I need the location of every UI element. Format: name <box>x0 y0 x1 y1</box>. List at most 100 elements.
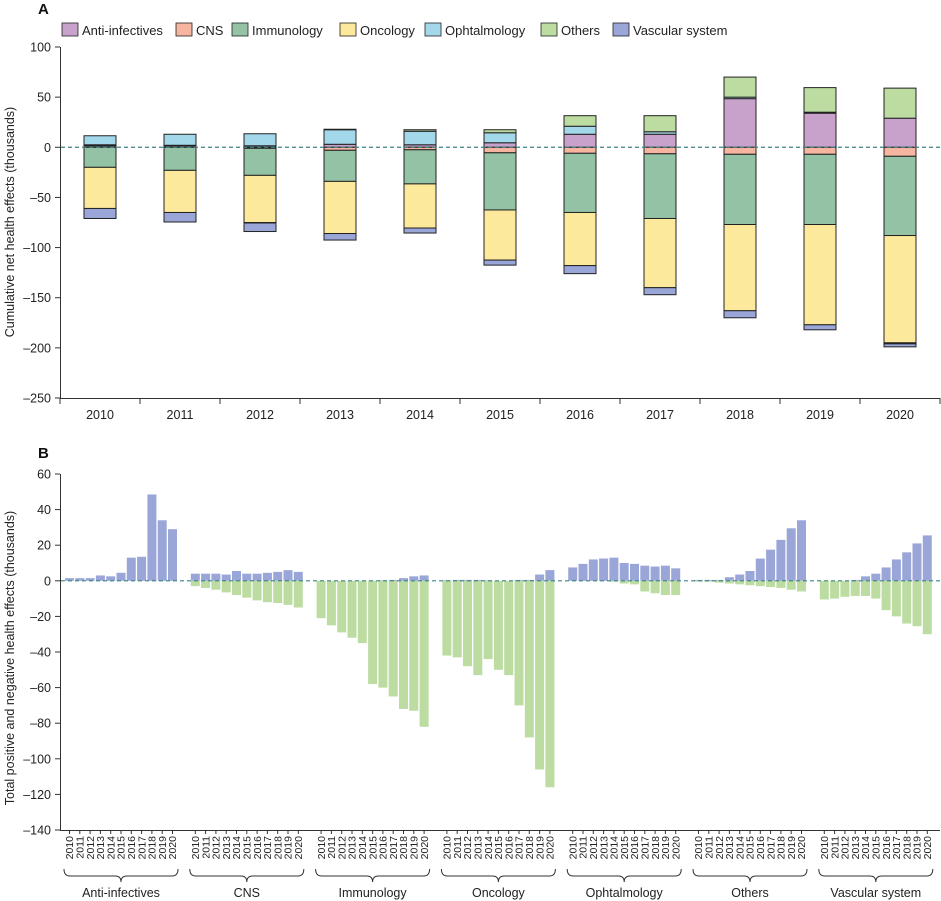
positive-bar-cns-2012 <box>211 573 221 581</box>
negative-bar-cns-2018 <box>273 580 283 604</box>
panel-a-legend: Anti-infectives CNS Immunology Oncology Opht… <box>61 22 727 38</box>
group-label-immunology: Immunology <box>339 886 408 900</box>
panel-b-year-label: 2010 <box>693 836 705 860</box>
negative-bar-others-2016 <box>755 580 765 587</box>
panel-a-x-tick-label: 2020 <box>886 408 914 422</box>
panel-b-year-label: 2013 <box>347 836 359 860</box>
positive-bar-oncology-2011 <box>452 579 462 581</box>
legend-swatch-others <box>540 22 558 37</box>
panel-b-year-label: 2020 <box>922 836 934 860</box>
negative-bar-others-2012 <box>714 580 724 583</box>
positive-bar-anti-infectives-2017 <box>137 556 147 581</box>
panel-b-year-label: 2017 <box>262 836 274 860</box>
bar-segment-anti-infectives-2017 <box>643 133 677 148</box>
positive-bar-ophtalmology-2010 <box>568 567 578 581</box>
panel-a-x-tick-label: 2013 <box>326 408 354 422</box>
bar-segment-vascular-system-2010 <box>83 207 117 219</box>
positive-bar-anti-infectives-2013 <box>95 575 105 581</box>
stacked-bar-2013 <box>323 128 357 241</box>
panel-a-y-tick-label: 0 <box>44 141 51 155</box>
negative-bar-ophtalmology-2018 <box>650 580 660 594</box>
bar-segment-oncology-2019 <box>803 224 837 326</box>
panel-b-year-label: 2019 <box>786 836 798 860</box>
panel-b-year-label: 2018 <box>901 836 913 860</box>
panel-a-y-tick-label: –50 <box>30 191 51 205</box>
negative-bar-immunology-2010 <box>316 580 326 619</box>
positive-bar-vascular-system-2020 <box>922 535 932 581</box>
bar-segment-vascular-system-2014 <box>403 227 437 234</box>
panel-b-year-label: 2011 <box>829 836 841 859</box>
bar-segment-cns-2020 <box>883 146 917 157</box>
positive-bar-anti-infectives-2018 <box>147 494 157 581</box>
bar-segment-ophtalmology-2014 <box>403 130 437 146</box>
panel-b-year-label: 2012 <box>462 836 474 860</box>
stacked-bar-2011 <box>163 133 197 223</box>
positive-bar-others-2016 <box>755 558 765 581</box>
positive-bar-anti-infectives-2014 <box>106 576 116 581</box>
positive-bar-immunology-2020 <box>419 575 429 581</box>
panel-b-y-tick-label: 0 <box>44 574 51 588</box>
legend-label-ophtalmology: Ophtalmology <box>445 23 526 38</box>
positive-bar-oncology-2019 <box>535 574 545 581</box>
negative-bar-ophtalmology-2017 <box>640 580 650 592</box>
negative-bar-cns-2011 <box>201 580 211 588</box>
panel-b-year-label: 2015 <box>619 836 631 860</box>
panel-b-year-label: 2020 <box>293 836 305 860</box>
negative-bar-immunology-2013 <box>347 580 357 638</box>
legend-item-cns: CNS <box>175 22 224 38</box>
group-label-anti-infectives: Anti-infectives <box>82 886 160 900</box>
panel-b-year-label: 2013 <box>724 836 736 860</box>
panel-a-x-tick-label: 2010 <box>86 408 114 422</box>
negative-bar-vascular-system-2017 <box>891 580 901 617</box>
stacked-bar-2014 <box>403 129 437 234</box>
panel-b-group-braces: Anti-infectives CNS Immunology Oncology Opht… <box>63 868 934 900</box>
panel-a-y-ticks: 100 50 0 –50 –100 –150 –200 –250 <box>23 41 60 406</box>
negative-bar-oncology-2017 <box>514 580 524 706</box>
legend-swatch-anti-infectives <box>61 22 79 37</box>
negative-bar-oncology-2013 <box>473 580 483 676</box>
bar-group-oncology <box>442 570 555 788</box>
panel-b-year-label: 2020 <box>670 836 682 860</box>
panel-b-year-label: 2015 <box>871 836 883 860</box>
bar-segment-immunology-2012 <box>243 147 277 176</box>
negative-bar-others-2018 <box>776 580 786 588</box>
bar-segment-oncology-2020 <box>883 235 917 344</box>
positive-bar-vascular-system-2015 <box>871 573 881 581</box>
panel-b-year-label: 2017 <box>388 836 400 860</box>
legend-item-others: Others <box>540 22 601 38</box>
panel-b-year-label: 2013 <box>221 836 233 860</box>
panel-b-year-label: 2016 <box>755 836 767 860</box>
positive-bar-others-2014 <box>735 574 745 581</box>
negative-bar-oncology-2014 <box>483 580 493 660</box>
panel-b-year-label: 2014 <box>734 836 746 860</box>
bar-segment-others-2018 <box>723 76 757 98</box>
panel-b-year-label: 2010 <box>819 836 831 860</box>
negative-bar-cns-2019 <box>283 580 293 605</box>
legend-swatch-immunology <box>231 22 249 37</box>
bar-segment-immunology-2020 <box>883 155 917 237</box>
panel-a-y-tick-label: –150 <box>23 291 51 305</box>
negative-bar-cns-2017 <box>262 580 272 603</box>
positive-bar-anti-infectives-2012 <box>85 578 95 581</box>
stacked-bar-2017 <box>643 115 677 296</box>
negative-bar-ophtalmology-2014 <box>609 580 619 582</box>
negative-bar-oncology-2019 <box>535 580 545 770</box>
panel-b-year-label: 2012 <box>211 836 223 860</box>
panel-b-year-label: 2014 <box>357 836 369 860</box>
negative-bar-oncology-2018 <box>524 580 534 738</box>
panel-b-year-label: 2019 <box>912 836 924 860</box>
negative-bar-vascular-system-2020 <box>922 580 932 635</box>
negative-bar-ophtalmology-2020 <box>671 580 681 596</box>
panel-b-year-label: 2014 <box>483 836 495 860</box>
bar-segment-ophtalmology-2010 <box>83 135 117 146</box>
positive-bar-cns-2015 <box>242 573 252 581</box>
negative-bar-vascular-system-2018 <box>902 580 912 624</box>
negative-bar-vascular-system-2012 <box>840 580 850 597</box>
negative-bar-others-2019 <box>786 580 796 590</box>
group-brace-cns <box>189 868 305 883</box>
panel-b-year-label: 2019 <box>409 836 421 860</box>
bar-segment-others-2016 <box>563 115 597 127</box>
positive-bar-vascular-system-2014 <box>861 576 870 581</box>
group-brace-oncology <box>440 868 556 883</box>
panel-b-year-label: 2018 <box>147 836 159 860</box>
